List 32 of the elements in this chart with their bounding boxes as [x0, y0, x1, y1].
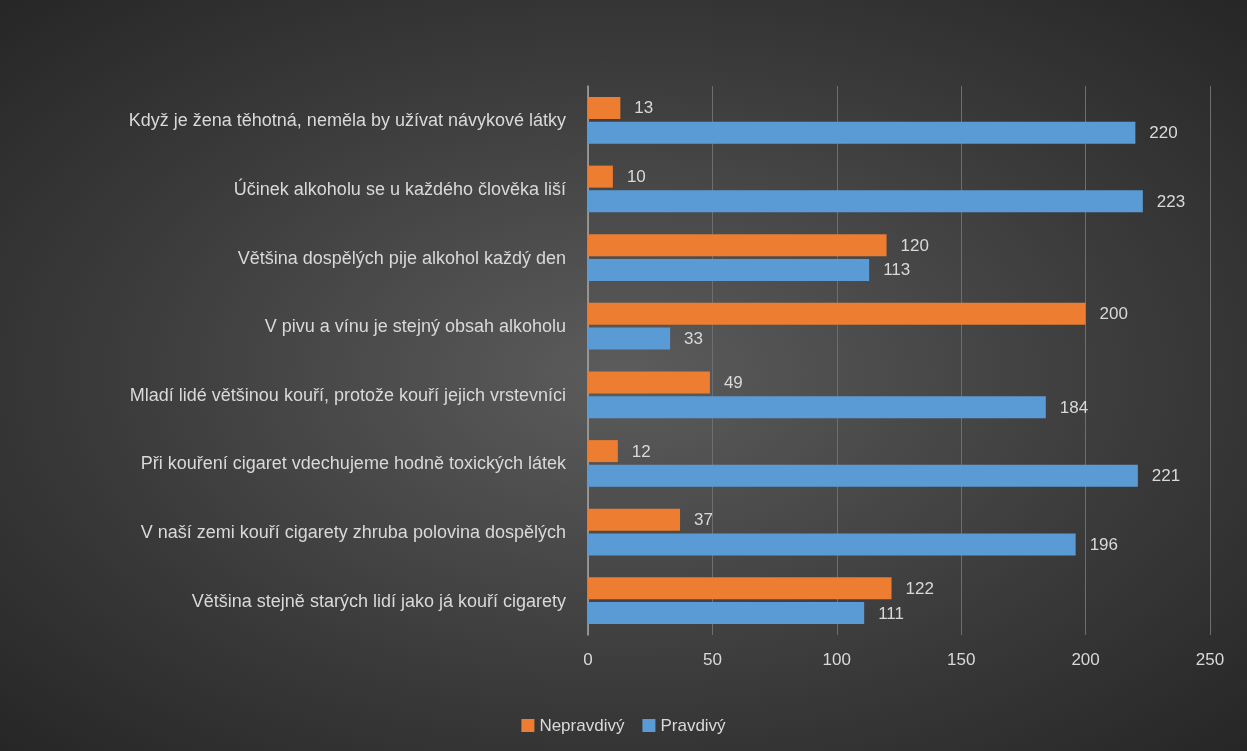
data-label: 221 — [1151, 466, 1181, 486]
data-label: 200 — [1099, 304, 1128, 324]
x-tick-label: 100 — [822, 650, 851, 669]
x-tick-label: 150 — [947, 650, 976, 669]
y-tick-label: V pivu a vínu je stejný obsah alkoholu — [264, 316, 566, 337]
data-label: 12 — [631, 441, 651, 461]
data-label: 220 — [1149, 123, 1178, 143]
legend-label: Nepravdivý — [539, 716, 625, 735]
y-tick-label: Mladí lidé většinou kouří, protože kouří jejich vrstevníci — [129, 384, 566, 405]
data-label: 122 — [905, 578, 934, 598]
legend-label: Pravdivý — [660, 716, 727, 735]
x-tick-label: 0 — [583, 650, 593, 669]
x-tick-label: 200 — [1071, 650, 1100, 669]
data-label: 120 — [900, 235, 929, 255]
data-label: 33 — [684, 329, 704, 349]
y-tick-label: V naší zemi kouří cigarety zhruba polovina dospělých — [140, 522, 566, 543]
x-tick-label: 50 — [702, 650, 722, 669]
y-tick-label: Většina dospělých pije alkohol každý den — [237, 247, 566, 268]
y-tick-label: Když je žena těhotná, neměla by užívat návykové látky — [128, 110, 566, 131]
y-tick-label: Účinek alkoholu se u každého člověka liší — [233, 177, 566, 199]
data-label: 223 — [1156, 191, 1186, 211]
data-label: 10 — [626, 167, 646, 187]
data-label: 49 — [723, 372, 743, 392]
data-label: 196 — [1089, 534, 1119, 554]
data-label: 184 — [1059, 397, 1089, 417]
y-tick-label: Při kouření cigaret vdechujeme hodně toxických látek — [140, 453, 567, 474]
y-tick-label: Většina stejně starých lidí jako já kouří cigarety — [191, 590, 566, 611]
data-label: 113 — [883, 260, 911, 280]
x-tick-label: 250 — [1195, 650, 1225, 669]
data-label: 111 — [878, 603, 905, 623]
data-label: 13 — [634, 98, 654, 118]
data-label: 37 — [694, 510, 713, 530]
